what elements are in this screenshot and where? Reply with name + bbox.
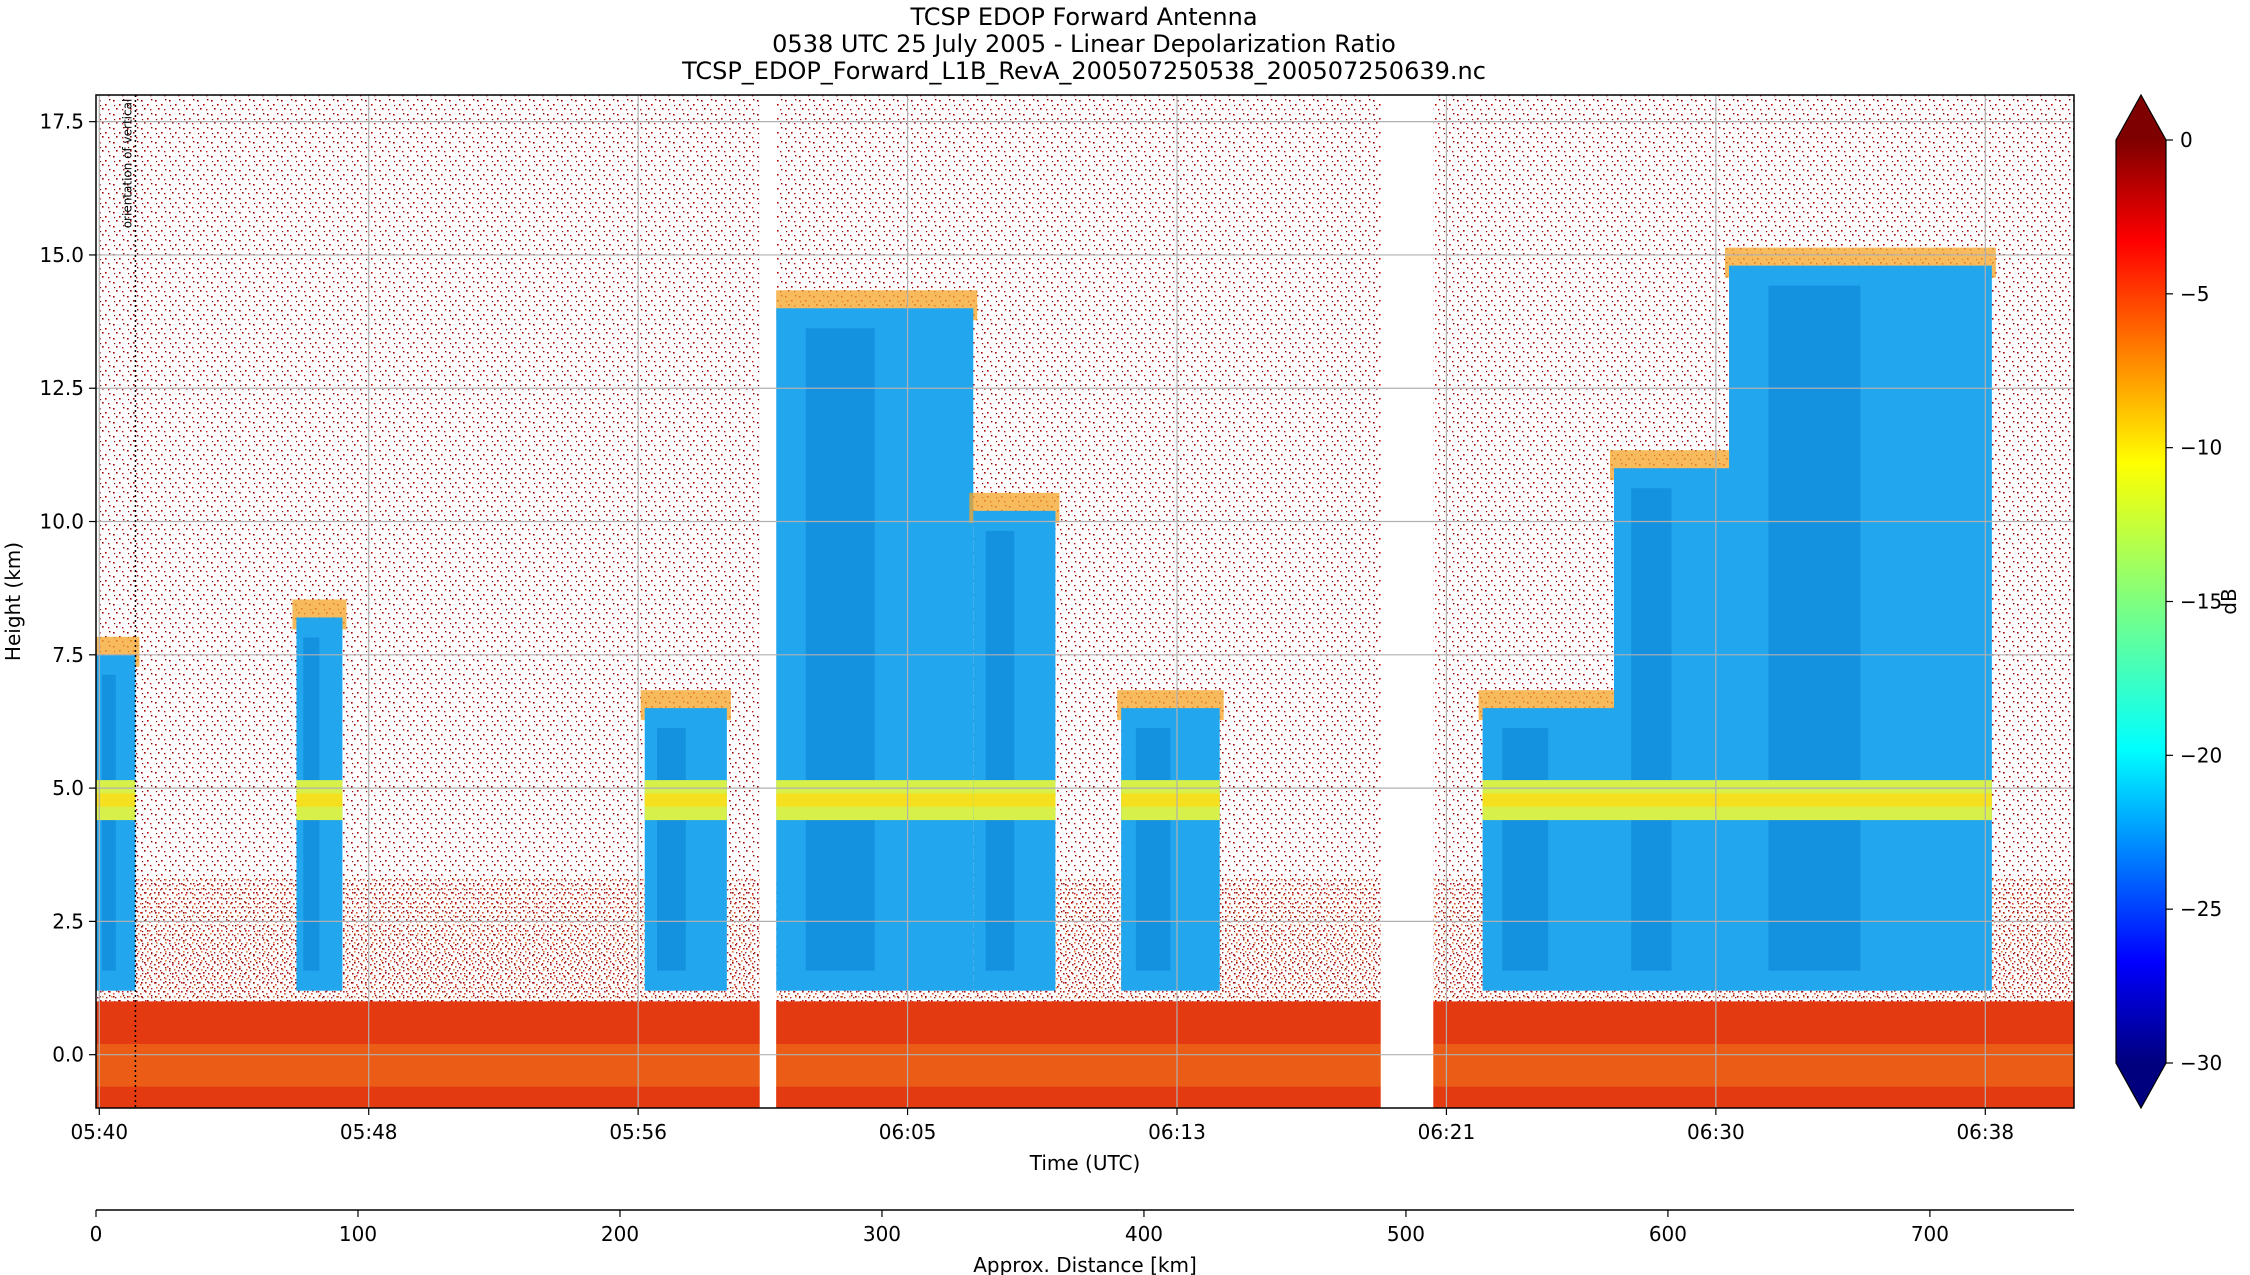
melting-layer-core: [296, 793, 343, 807]
melting-layer-core: [644, 793, 727, 807]
x-tick-label: 05:40: [70, 1120, 128, 1144]
colorbar-tick-label: −20: [2180, 743, 2222, 767]
colorbar-label: dB: [2217, 588, 2241, 614]
x-axis: 05:40 05:48 05:56 06:05 06:13 06:21 06:30 06:38: [70, 1108, 2014, 1144]
colorbar-gradient: [2116, 140, 2166, 1063]
colorbar-tick-label: −5: [2180, 282, 2209, 306]
melting-layer-core: [1614, 793, 1729, 807]
title-line-1: TCSP EDOP Forward Antenna: [909, 3, 1257, 31]
column-core: [101, 674, 116, 971]
column-core: [985, 530, 1015, 971]
colorbar-tick-label: −25: [2180, 897, 2222, 921]
y-tick-label: 2.5: [52, 909, 84, 933]
grid-lines: [96, 95, 2074, 1108]
y-tick-label: 0.0: [52, 1043, 84, 1067]
distance-axis-label: Approx. Distance [km]: [973, 1253, 1197, 1275]
colorbar-tick-label: −10: [2180, 436, 2222, 460]
melting-layer-core: [1482, 793, 1614, 807]
y-axis: 0.0 2.5 5.0 7.5 10.0 12.5 15.0 17.5: [39, 110, 96, 1067]
vertical-orientation-label: orientation of vertical: [120, 99, 134, 229]
x-tick-label: 06:38: [1956, 1120, 2014, 1144]
y-tick-label: 15.0: [39, 243, 84, 267]
column-core: [1135, 728, 1171, 971]
melting-layer-core: [973, 793, 1056, 807]
distance-tick-label: 300: [863, 1222, 901, 1246]
column-core: [1502, 728, 1549, 971]
distance-axis: 0 100 200 300 400 500 600 700: [90, 1209, 2074, 1246]
colorbar-tick-label: −30: [2180, 1051, 2222, 1075]
colorbar-tick-label: −15: [2180, 590, 2222, 614]
colorbar-extend-min: [2116, 1063, 2166, 1108]
surface-clutter-band: [96, 1044, 2074, 1087]
melting-layer-core: [776, 793, 974, 807]
y-tick-label: 10.0: [39, 510, 84, 534]
distance-tick-label: 200: [601, 1222, 639, 1246]
y-axis-label: Height (km): [1, 542, 25, 661]
x-tick-label: 05:56: [609, 1120, 667, 1144]
y-tick-label: 17.5: [39, 110, 84, 134]
distance-tick-label: 600: [1649, 1222, 1687, 1246]
data-gap: [1380, 95, 1434, 1108]
y-tick-label: 12.5: [39, 376, 84, 400]
distance-tick-label: 0: [90, 1222, 103, 1246]
data-gaps: [759, 95, 1434, 1108]
title-line-2: 0538 UTC 25 July 2005 - Linear Depolariz…: [772, 30, 1396, 58]
colorbar-extend-max: [2116, 95, 2166, 140]
column-core: [657, 728, 686, 971]
distance-tick-label: 500: [1387, 1222, 1425, 1246]
column-core: [1631, 488, 1672, 971]
cloud-features: [96, 247, 1996, 991]
melting-layer-core: [1729, 793, 1992, 807]
colorbar: 0 −5 −10 −15 −20 −25 −30: [2115, 93, 2222, 1110]
x-tick-label: 06:21: [1418, 1120, 1476, 1144]
melting-layer-core: [1121, 793, 1220, 807]
y-tick-label: 7.5: [52, 643, 84, 667]
distance-tick-label: 400: [1125, 1222, 1163, 1246]
colorbar-tick-label: 0: [2180, 128, 2193, 152]
plot-area: [96, 95, 2074, 1108]
x-tick-label: 06:30: [1687, 1120, 1745, 1144]
x-tick-label: 05:48: [340, 1120, 398, 1144]
plot-frame: [95, 94, 2075, 1109]
x-axis-label: Time (UTC): [1029, 1151, 1141, 1175]
distance-tick-label: 700: [1911, 1222, 1949, 1246]
y-tick-label: 5.0: [52, 776, 84, 800]
melting-layer-core: [96, 793, 136, 807]
x-tick-label: 06:13: [1148, 1120, 1206, 1144]
column-core: [805, 328, 875, 971]
title-line-3: TCSP_EDOP_Forward_L1B_RevA_200507250538_…: [681, 57, 1486, 85]
column-core: [1768, 285, 1861, 971]
data-gap: [759, 95, 777, 1108]
x-tick-label: 06:05: [879, 1120, 937, 1144]
distance-tick-label: 100: [339, 1222, 377, 1246]
